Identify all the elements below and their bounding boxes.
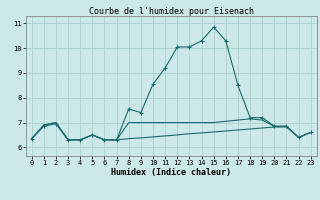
Title: Courbe de l'humidex pour Eisenach: Courbe de l'humidex pour Eisenach [89, 7, 254, 16]
X-axis label: Humidex (Indice chaleur): Humidex (Indice chaleur) [111, 168, 231, 177]
